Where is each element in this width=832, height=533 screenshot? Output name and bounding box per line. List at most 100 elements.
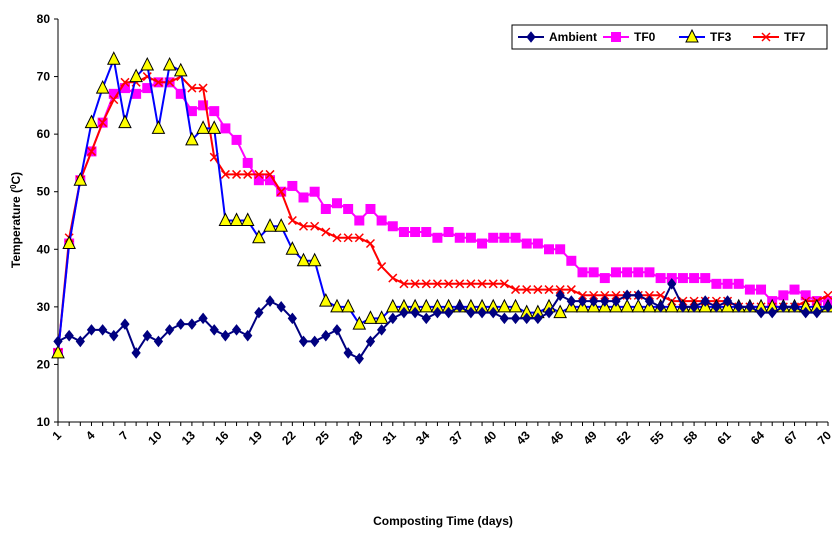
data-point-tf0: [711, 278, 722, 289]
legend-label-ambient: Ambient: [549, 30, 597, 44]
x-tick-label: 10: [145, 428, 165, 448]
data-point-tf3: [508, 298, 523, 313]
data-point-tf3: [664, 298, 679, 313]
data-point-tf0: [387, 221, 398, 232]
data-point-ambient: [455, 301, 465, 313]
series-ambient: [53, 278, 832, 365]
data-point-tf7: [444, 279, 454, 289]
data-point-tf3: [497, 298, 512, 313]
data-point-tf7: [455, 279, 465, 289]
data-point-tf7: [388, 273, 398, 283]
data-point-tf7: [365, 238, 375, 249]
data-point-tf0: [242, 157, 253, 168]
data-point-tf7: [287, 215, 297, 226]
x-tick-label: 34: [413, 428, 433, 448]
data-point-tf3: [173, 62, 188, 77]
legend-label-tf7: TF7: [784, 30, 806, 44]
data-point-ambient: [97, 324, 108, 336]
x-tick-label: 13: [179, 428, 199, 448]
series-line-ambient: [57, 281, 829, 361]
data-point-ambient: [298, 335, 309, 348]
data-point-ambient: [86, 324, 97, 336]
data-point-tf0: [566, 255, 577, 266]
data-point-tf0: [376, 215, 387, 226]
data-point-ambient: [109, 329, 119, 342]
data-point-tf0: [119, 83, 130, 94]
data-point-tf0: [365, 203, 376, 214]
data-point-tf0: [220, 123, 231, 134]
data-point-tf7: [120, 77, 130, 87]
data-point-ambient: [801, 306, 811, 319]
data-point-ambient: [767, 306, 777, 319]
data-point-tf7: [522, 285, 532, 295]
data-point-tf0: [410, 227, 421, 238]
data-point-ambient: [655, 301, 666, 313]
data-point-tf0: [175, 88, 186, 99]
data-point-tf3: [229, 212, 244, 226]
data-point-tf7: [310, 221, 320, 231]
data-point-ambient: [75, 335, 85, 348]
x-tick-label: 31: [380, 428, 400, 448]
data-point-ambient: [243, 329, 253, 342]
data-point-tf7: [544, 285, 554, 295]
data-point-ambient: [622, 289, 632, 302]
data-point-tf7: [432, 279, 442, 289]
legend-entry-ambient: Ambient: [518, 30, 597, 44]
data-point-tf0: [343, 203, 354, 214]
data-point-tf3: [84, 114, 99, 129]
data-point-tf7: [399, 279, 409, 289]
data-point-ambient: [287, 312, 297, 325]
y-axis-title-superscript: 0: [9, 184, 18, 189]
data-point-ambient: [209, 324, 219, 336]
data-point-tf0: [532, 238, 543, 249]
data-point-ambient: [522, 312, 532, 325]
data-point-ambient: [254, 306, 264, 319]
series-tf7: [53, 72, 832, 358]
data-point-tf7: [254, 169, 264, 179]
data-point-tf0: [610, 267, 621, 278]
data-point-ambient: [321, 329, 331, 342]
data-point-tf0: [644, 267, 655, 278]
data-point-tf3: [140, 56, 155, 71]
data-point-ambient: [410, 306, 420, 319]
data-point-ambient: [789, 301, 800, 313]
x-tick-label: 70: [815, 428, 832, 448]
data-point-ambient: [678, 301, 688, 313]
data-point-tf3: [196, 120, 210, 134]
data-point-tf7: [566, 285, 576, 295]
data-point-tf3: [151, 120, 166, 134]
data-point-ambient: [64, 329, 74, 342]
data-point-ambient: [399, 306, 409, 319]
x-tick-label: 37: [447, 428, 467, 448]
data-point-tf7: [198, 83, 208, 93]
data-point-ambient: [265, 295, 275, 307]
data-point-tf0: [398, 227, 409, 238]
y-tick-label: 60: [37, 127, 51, 141]
data-point-ambient: [566, 295, 576, 307]
data-point-ambient: [131, 347, 141, 359]
data-point-tf0: [599, 273, 610, 284]
x-tick-label: 43: [513, 428, 533, 448]
data-point-ambient: [756, 306, 766, 319]
data-point-tf0: [465, 232, 476, 243]
data-point-tf0: [421, 227, 432, 238]
data-point-tf3: [106, 51, 121, 65]
data-point-tf0: [298, 192, 309, 203]
y-tick-label: 50: [37, 185, 51, 199]
x-ticks: 1 4 7 10 13 16 19 22 25 28 31 34 37 40 43 46 49 52 55 58 61 6…: [49, 422, 832, 448]
data-point-ambient: [544, 306, 554, 319]
data-point-tf7: [321, 227, 331, 237]
x-tick-label: 28: [346, 428, 366, 448]
data-point-tf0: [108, 88, 119, 99]
data-point-tf3: [162, 56, 177, 71]
legend-marker-tf3: [685, 28, 699, 43]
data-point-tf0: [331, 198, 342, 209]
data-point-tf7: [187, 83, 197, 93]
data-point-tf0: [756, 284, 767, 295]
data-point-tf3: [263, 218, 277, 232]
data-point-tf0: [198, 100, 209, 111]
data-point-tf7: [98, 118, 108, 128]
data-point-tf7: [243, 169, 253, 179]
data-point-tf7: [499, 279, 509, 289]
data-point-ambient: [778, 301, 789, 313]
